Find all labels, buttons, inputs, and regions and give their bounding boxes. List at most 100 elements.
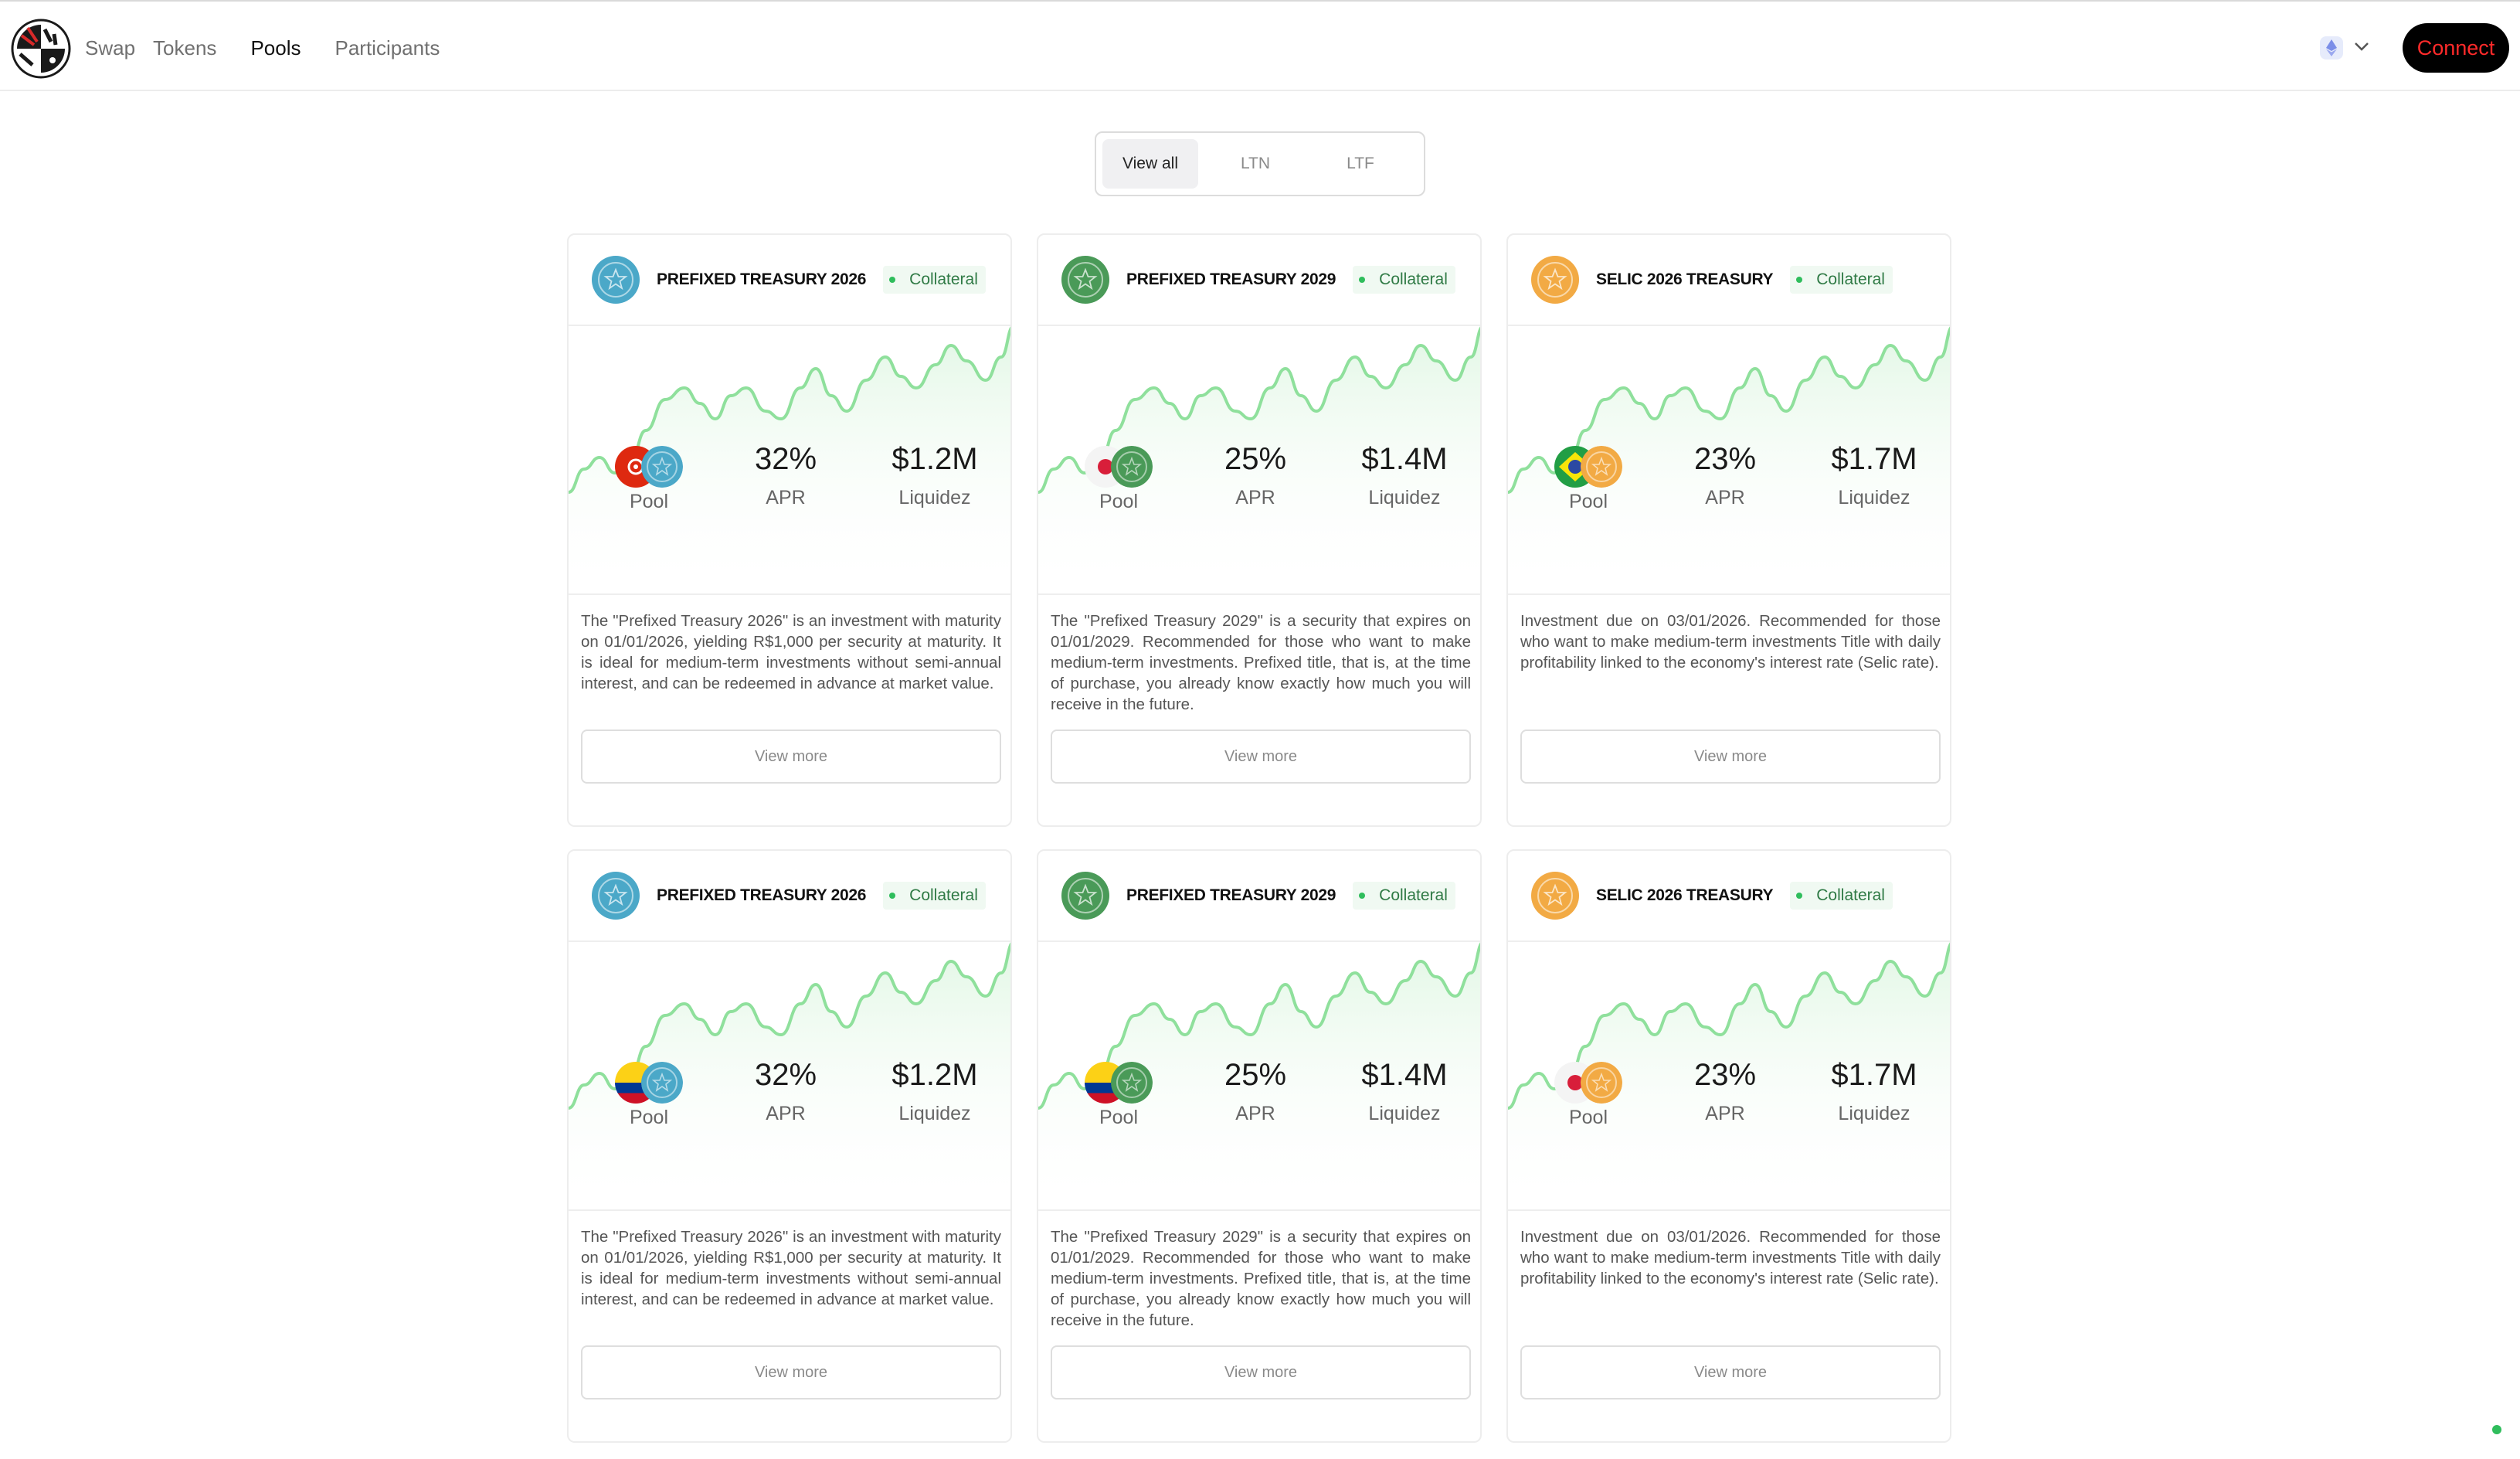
view-more-button[interactable]: View more — [581, 1345, 1001, 1399]
collateral-badge: Collateral — [883, 882, 986, 910]
tab-ltn[interactable]: LTN — [1240, 155, 1271, 172]
pool-card-header: PREFIXED TREASURY 2026 Collateral — [569, 851, 1010, 942]
collateral-badge: Collateral — [1790, 266, 1893, 294]
collateral-badge: Collateral — [1790, 882, 1893, 910]
collateral-badge: Collateral — [1353, 882, 1455, 910]
sparkline-line — [1038, 326, 1480, 494]
sparkline-line — [1038, 942, 1480, 1110]
nav-pools[interactable]: Pools — [250, 36, 301, 60]
tab-ltf[interactable]: LTF — [1347, 155, 1374, 172]
badge-label: Collateral — [1816, 886, 1885, 904]
treasury-coin-icon — [1531, 256, 1579, 304]
sparkline-chart — [1038, 942, 1480, 1211]
sparkline-chart — [569, 942, 1010, 1211]
liquidity-label: Liquidez — [898, 1103, 971, 1124]
pool-label: Pool — [1099, 491, 1139, 512]
pool-filter-tabs: View all LTN LTF — [1095, 131, 1425, 196]
nav-swap[interactable]: Swap — [85, 36, 136, 60]
status-dot-icon — [889, 277, 896, 283]
liquidity-value: $1.2M — [892, 1058, 978, 1092]
apr-value: 25% — [1224, 442, 1287, 476]
liquidity-label: Liquidez — [898, 487, 971, 508]
treasury-2029-icon — [1111, 446, 1153, 488]
pool-label: Pool — [629, 1107, 669, 1128]
apr-value: 25% — [1224, 1058, 1287, 1092]
view-more-button[interactable]: View more — [1520, 730, 1941, 784]
apr-value: 23% — [1693, 1058, 1757, 1092]
badge-label: Collateral — [1816, 270, 1885, 288]
apr-label: APR — [766, 1103, 806, 1124]
tab-view-all[interactable]: View all — [1102, 139, 1198, 189]
pool-card-header: SELIC 2026 TREASURY Collateral — [1508, 235, 1950, 326]
liquidity-value: $1.7M — [1831, 442, 1917, 476]
sparkline-chart — [1508, 326, 1950, 595]
sparkline-chart — [1508, 942, 1950, 1211]
sparkline-fill — [1508, 329, 1950, 595]
liquidity-value: $1.7M — [1831, 1058, 1917, 1092]
badge-label: Collateral — [1379, 270, 1448, 288]
sparkline-line — [1508, 326, 1950, 494]
treasury-coin-icon — [1061, 256, 1109, 304]
liquidity-value: $1.4M — [1361, 1058, 1448, 1092]
pool-sparkline: Pool 32% APR $1.2M Liquidez — [569, 326, 1010, 595]
collateral-badge: Collateral — [883, 266, 986, 294]
pool-pair-icons — [615, 446, 686, 489]
pool-title: SELIC 2026 TREASURY — [1596, 886, 1774, 904]
apr-value: 32% — [754, 1058, 817, 1092]
pool-sparkline: Pool 23% APR $1.7M Liquidez — [1508, 326, 1950, 595]
pool-pair-icons — [615, 1062, 686, 1105]
treasury-2026-icon — [641, 446, 683, 488]
sparkline-line — [569, 326, 1010, 494]
status-dot-icon — [1796, 277, 1803, 283]
view-more-button[interactable]: View more — [1051, 730, 1471, 784]
liquidity-value: $1.2M — [892, 442, 978, 476]
pool-description: Investment due on 03/01/2026. Recommende… — [1520, 612, 1941, 672]
view-more-button[interactable]: View more — [1051, 1345, 1471, 1399]
sparkline-fill — [569, 329, 1010, 595]
pool-card: PREFIXED TREASURY 2026 Collateral — [567, 849, 1012, 1443]
pool-title: SELIC 2026 TREASURY — [1596, 270, 1774, 288]
sparkline-fill — [1508, 945, 1950, 1211]
badge-label: Collateral — [1379, 886, 1448, 904]
status-dot-icon — [1796, 893, 1803, 899]
apr-label: APR — [1235, 1103, 1275, 1124]
badge-label: Collateral — [909, 270, 978, 288]
sparkline-fill — [569, 945, 1010, 1211]
status-dot-icon — [1359, 893, 1366, 899]
status-dot-icon — [1359, 277, 1366, 283]
pool-sparkline: Pool 32% APR $1.2M Liquidez — [569, 942, 1010, 1211]
pool-title: PREFIXED TREASURY 2026 — [657, 270, 867, 288]
view-more-button[interactable]: View more — [581, 730, 1001, 784]
apr-label: APR — [1235, 487, 1275, 508]
nav-participants[interactable]: Participants — [335, 36, 440, 60]
liquidity-label: Liquidez — [1838, 487, 1910, 508]
nav-tokens[interactable]: Tokens — [153, 36, 217, 60]
pool-sparkline: Pool 25% APR $1.4M Liquidez — [1038, 326, 1480, 595]
pool-title: PREFIXED TREASURY 2029 — [1126, 270, 1336, 288]
network-selector[interactable] — [2320, 29, 2369, 66]
pool-title: PREFIXED TREASURY 2026 — [657, 886, 867, 904]
treasury-coin-icon — [1531, 872, 1579, 920]
liquidity-label: Liquidez — [1368, 487, 1441, 508]
pool-pair-icons — [1554, 1062, 1625, 1105]
apr-label: APR — [766, 487, 806, 508]
badge-label: Collateral — [909, 886, 978, 904]
treasury-2029-icon — [1111, 1062, 1153, 1104]
pool-label: Pool — [629, 491, 669, 512]
pool-card: PREFIXED TREASURY 2029 Collateral — [1037, 849, 1482, 1443]
sparkline-line — [569, 942, 1010, 1110]
liquidity-label: Liquidez — [1368, 1103, 1441, 1124]
status-dot-icon — [889, 893, 896, 899]
connect-wallet-button[interactable]: Connect — [2403, 23, 2509, 73]
status-indicator — [2492, 1425, 2501, 1434]
app-logo[interactable] — [11, 19, 71, 79]
liquidity-label: Liquidez — [1838, 1103, 1910, 1124]
pool-description: The "Prefixed Treasury 2026" is an inves… — [581, 1228, 1001, 1308]
top-navbar: Swap Tokens Pools Participants Connect — [0, 0, 2520, 91]
pool-card: SELIC 2026 TREASURY Collateral — [1506, 849, 1951, 1443]
liquidity-value: $1.4M — [1361, 442, 1448, 476]
sparkline-fill — [1038, 945, 1480, 1211]
pool-card: PREFIXED TREASURY 2026 Collateral — [567, 233, 1012, 827]
view-more-button[interactable]: View more — [1520, 1345, 1941, 1399]
pool-label: Pool — [1099, 1107, 1139, 1128]
